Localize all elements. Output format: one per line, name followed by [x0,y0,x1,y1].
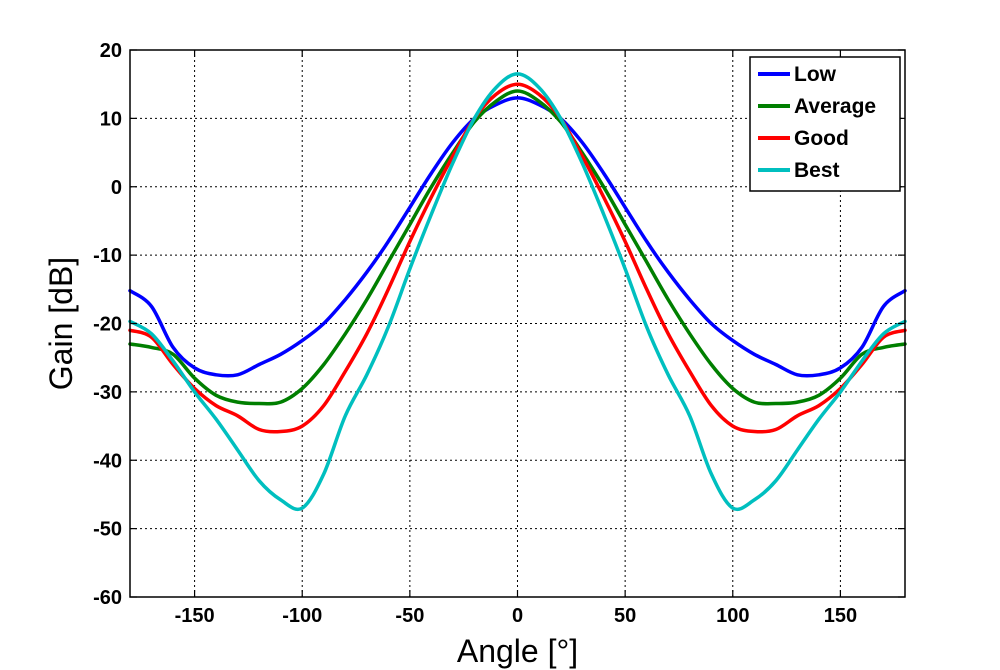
x-axis-title: Angle [°] [457,633,578,669]
axis-ticks [130,49,905,598]
legend-label-low: Low [794,63,837,86]
y-tick-label: -30 [93,382,122,404]
legend-label-average: Average [794,95,876,118]
series-line-best [128,72,907,512]
tick-labels: -150 -100 -50 0 50 100 150-60-50-40-30-20-1001… [93,40,857,627]
y-tick-label: -20 [93,314,122,336]
y-tick-label: 10 [100,108,122,130]
y-tick-label: -40 [93,450,122,472]
x-tick-label: 100 [716,605,749,627]
x-tick-label: 0 [512,605,523,627]
series-line-good [128,82,907,434]
legend-label-good: Good [794,127,849,150]
x-tick-label: -50 [395,605,424,627]
series-lines [128,72,907,512]
y-tick-label: -60 [93,587,122,609]
legend: Low Average Good Best [749,56,901,192]
x-tick-label: 50 [614,605,636,627]
y-tick-label: -50 [93,519,122,541]
y-axis-title: Gain [dB] [43,257,79,390]
y-tick-label: -10 [93,245,122,267]
y-tick-label: 20 [100,40,122,62]
x-tick-label: 150 [824,605,857,627]
x-tick-label: -150 [175,605,215,627]
x-tick-label: -100 [282,605,322,627]
series-line-average [128,89,907,406]
y-tick-label: 0 [111,177,122,199]
legend-label-best: Best [794,159,840,182]
series-line-low [128,96,907,378]
